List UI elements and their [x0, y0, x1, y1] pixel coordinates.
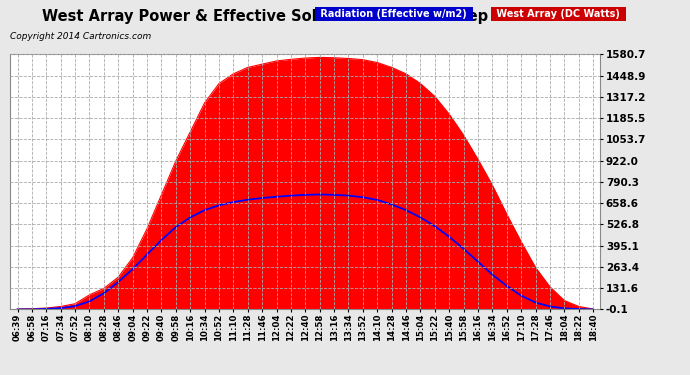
Text: West Array (DC Watts): West Array (DC Watts): [493, 9, 624, 20]
Text: Copyright 2014 Cartronics.com: Copyright 2014 Cartronics.com: [10, 32, 152, 41]
Text: Radiation (Effective w/m2): Radiation (Effective w/m2): [317, 9, 471, 20]
Text: West Array Power & Effective Solar Radiation Tue Sep 23 18:42: West Array Power & Effective Solar Radia…: [42, 9, 565, 24]
